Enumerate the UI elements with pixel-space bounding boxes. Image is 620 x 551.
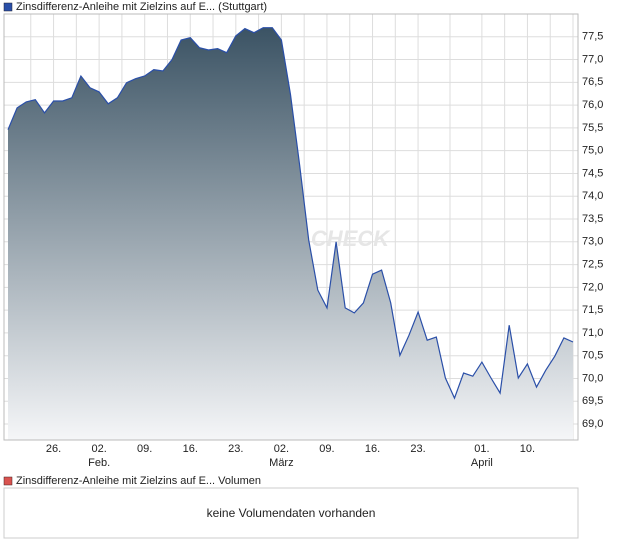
area-fill xyxy=(8,27,573,440)
y-tick-label: 73,5 xyxy=(582,213,603,225)
x-month-label: Feb. xyxy=(88,457,110,469)
x-month-label: März xyxy=(269,457,293,469)
y-tick-label: 77,5 xyxy=(582,31,603,43)
x-tick-label: 02. xyxy=(91,443,106,455)
plot-border xyxy=(3,13,579,441)
y-tick-label: 73,0 xyxy=(582,236,603,248)
price-line xyxy=(7,27,574,400)
volume-swatch xyxy=(3,476,13,486)
y-tick-label: 70,0 xyxy=(582,372,603,384)
y-tick-label: 69,0 xyxy=(582,418,603,430)
x-tick-label: 09. xyxy=(137,443,152,455)
y-tick-label: 69,5 xyxy=(582,395,603,407)
y-tick-label: 72,0 xyxy=(582,281,603,293)
x-tick-label: 23. xyxy=(410,443,425,455)
y-tick-label: 70,5 xyxy=(582,350,603,362)
x-tick-label: 02. xyxy=(274,443,289,455)
y-tick-label: 71,5 xyxy=(582,304,603,316)
y-tick-label: 77,0 xyxy=(582,53,603,65)
x-tick-label: 26. xyxy=(46,443,61,455)
x-tick-label: 16. xyxy=(183,443,198,455)
x-tick-label: 10. xyxy=(520,443,535,455)
legend-label: Zinsdifferenz-Anleihe mit Zielzins auf E… xyxy=(16,1,267,13)
y-tick-label: 76,0 xyxy=(582,99,603,111)
y-tick-label: 74,0 xyxy=(582,190,603,202)
x-tick-label: 09. xyxy=(319,443,334,455)
x-tick-label: 16. xyxy=(365,443,380,455)
legend-swatch xyxy=(3,2,13,12)
volume-message: keine Volumendaten vorhanden xyxy=(207,506,376,520)
volume-panel xyxy=(3,487,579,539)
y-tick-label: 72,5 xyxy=(582,258,603,270)
y-tick-label: 75,5 xyxy=(582,122,603,134)
y-tick-label: 74,5 xyxy=(582,167,603,179)
volume-title: Zinsdifferenz-Anleihe mit Zielzins auf E… xyxy=(16,475,261,487)
y-tick-label: 71,0 xyxy=(582,327,603,339)
y-tick-label: 75,0 xyxy=(582,145,603,157)
y-tick-label: 76,5 xyxy=(582,76,603,88)
watermark: CHECK xyxy=(311,226,391,251)
x-tick-label: 01. xyxy=(474,443,489,455)
x-tick-label: 23. xyxy=(228,443,243,455)
x-month-label: April xyxy=(471,457,493,469)
